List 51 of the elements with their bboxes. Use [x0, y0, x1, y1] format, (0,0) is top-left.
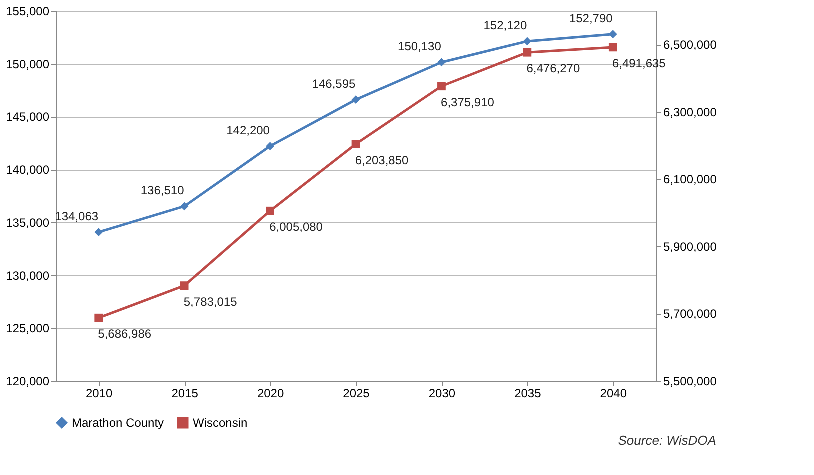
data-label: 152,790: [569, 11, 614, 26]
y-tick-label: 140,000: [6, 163, 50, 178]
data-label: 134,063: [55, 209, 99, 224]
x-tick-label: 2020: [257, 386, 284, 400]
data-label: 152,120: [484, 18, 528, 32]
x-tick-label: 2015: [172, 386, 199, 400]
data-label: 5,783,015: [184, 294, 238, 309]
y-tick-label: 155,000: [6, 4, 50, 18]
point: [438, 58, 446, 67]
y-tick-label: 120,000: [6, 374, 50, 388]
y2-tick-label: 5,900,000: [664, 240, 718, 254]
y-tick-label: 135,000: [6, 216, 50, 230]
point: [352, 140, 360, 148]
y2-tick-label: 6,100,000: [664, 172, 718, 187]
y-tick-label: 125,000: [6, 322, 50, 336]
data-label: 6,491,635: [612, 56, 666, 70]
data-label: 136,510: [140, 183, 185, 198]
x-tick-label: 2040: [600, 386, 628, 400]
legend-label: Wisconsin: [193, 416, 248, 430]
data-label: 5,686,986: [98, 327, 152, 342]
point: [438, 82, 446, 91]
y2-tick-label: 5,500,000: [664, 374, 718, 388]
point: [266, 206, 274, 216]
point: [352, 96, 360, 104]
y2-tick-label: 6,300,000: [664, 105, 718, 120]
y-tick-label: 130,000: [6, 268, 50, 283]
x-tick-label: 2010: [86, 386, 114, 400]
legend-label: Marathon County: [72, 416, 164, 430]
point: [94, 228, 104, 237]
y2-tick-label: 5,700,000: [664, 307, 718, 322]
point: [266, 142, 274, 150]
data-label: 146,595: [312, 76, 356, 91]
point: [608, 30, 618, 39]
source-note: Source: WisDOA: [618, 433, 716, 448]
point: [608, 43, 618, 52]
data-label: 150,130: [398, 39, 442, 54]
data-label: 6,203,850: [355, 153, 410, 168]
data-label: 6,005,080: [270, 220, 324, 234]
data-label: 6,476,270: [526, 62, 580, 76]
y-tick-label: 145,000: [6, 110, 50, 124]
x-tick-label: 2030: [428, 386, 456, 400]
y-tick-label: 150,000: [6, 57, 50, 72]
point: [94, 314, 104, 322]
data-label: 6,375,910: [441, 95, 495, 110]
x-tick-label: 2035: [514, 386, 542, 400]
point: [523, 48, 532, 57]
x-tick-label: 2025: [343, 386, 370, 400]
point: [180, 202, 189, 211]
point: [180, 282, 189, 290]
data-label: 142,200: [226, 123, 270, 138]
y2-tick-label: 6,500,000: [664, 38, 718, 52]
